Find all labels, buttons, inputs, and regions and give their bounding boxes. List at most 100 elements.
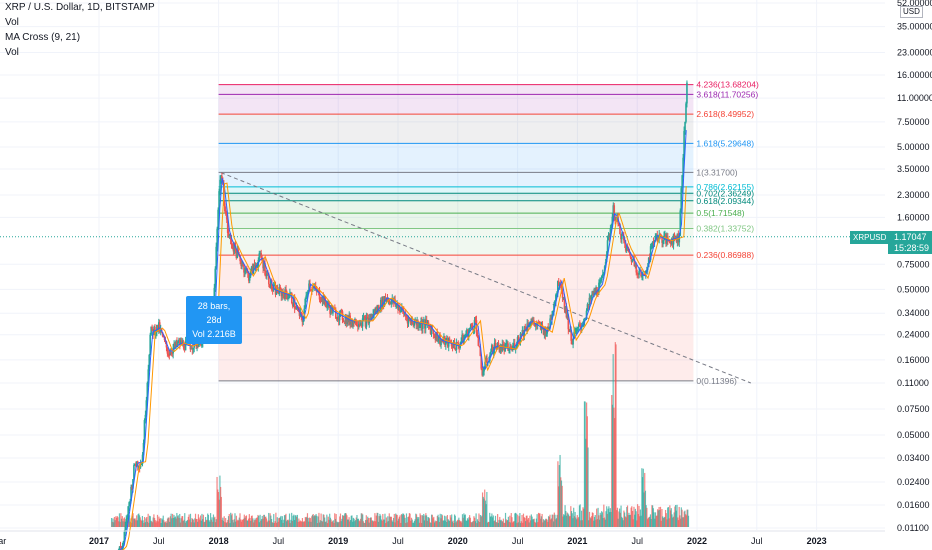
volume-bar — [316, 523, 319, 527]
volume-bar — [614, 342, 616, 527]
volume-bar — [437, 514, 439, 527]
candle-body — [565, 306, 568, 318]
volume-bar — [603, 517, 606, 527]
candle-body — [445, 338, 448, 340]
volume-bar — [549, 514, 551, 527]
candle-body — [346, 316, 349, 324]
volume-bar — [381, 520, 383, 527]
volume-bar — [621, 516, 623, 527]
volume-bar — [305, 517, 307, 527]
candle-body — [364, 317, 367, 327]
volume-bar — [311, 516, 313, 527]
candle-body — [686, 82, 688, 104]
volume-bar — [634, 508, 637, 527]
volume-bar — [427, 517, 429, 527]
candle-body — [135, 463, 137, 467]
candle-body — [243, 264, 245, 273]
fib-retracement-zones[interactable] — [218, 84, 694, 381]
volume-bar — [115, 517, 118, 527]
volume-bar — [416, 516, 418, 527]
volume-bar — [309, 518, 311, 527]
volume-bar — [313, 516, 315, 527]
volume-bar — [558, 465, 560, 527]
ma-cross-indicator-label[interactable]: MA Cross (9, 21) — [5, 32, 81, 43]
volume-bar — [592, 512, 594, 527]
volume-bar — [455, 522, 457, 527]
volume-bar — [553, 512, 555, 527]
volume-bar — [619, 512, 621, 527]
volume-bar — [277, 521, 279, 527]
y-tick-label: 2.30000 — [897, 190, 930, 200]
candle-body — [329, 307, 331, 314]
volume-bar — [588, 520, 590, 527]
volume-bar — [390, 516, 393, 527]
volume-bar — [496, 522, 498, 527]
candle-body — [254, 265, 257, 267]
volume-bar — [637, 513, 639, 527]
candle-body — [472, 328, 475, 330]
volume-bar — [438, 522, 441, 527]
volume-bar — [580, 510, 583, 527]
candle-body — [265, 274, 267, 277]
volume-bar — [425, 513, 427, 527]
candle-body — [662, 240, 664, 243]
volume-bar — [392, 517, 395, 527]
y-tick-label: 16.00000 — [897, 70, 932, 80]
volume-bar — [683, 511, 685, 527]
candle-body — [512, 343, 515, 346]
candle-body — [247, 272, 250, 281]
candle-body — [352, 320, 354, 326]
candle-body — [232, 246, 235, 252]
candle-body — [403, 313, 406, 315]
candle-body — [477, 335, 480, 346]
volume-indicator-label[interactable]: Vol — [5, 17, 19, 28]
volume-bar — [528, 522, 530, 527]
candle-body — [314, 286, 317, 290]
volume-bar — [536, 514, 538, 527]
range-volume-text: Vol 2.216B — [192, 329, 236, 339]
volume-bar — [352, 517, 354, 527]
volume-bar — [551, 514, 553, 527]
volume-bar — [642, 468, 644, 527]
candle-body — [651, 241, 654, 246]
volume-bar — [354, 520, 357, 527]
candle-body — [179, 339, 181, 345]
volume-bar — [636, 504, 639, 527]
volume-bar — [395, 513, 397, 527]
candle-body — [343, 321, 346, 323]
volume-bar — [202, 519, 204, 527]
volume-bar — [485, 504, 487, 527]
volume-bar — [664, 509, 667, 527]
volume-bar — [404, 517, 406, 527]
volume-bar — [540, 516, 543, 527]
volume-bar — [203, 522, 205, 527]
candle-body — [589, 297, 592, 300]
volume-bar — [263, 514, 266, 527]
volume-indicator-label-2[interactable]: Vol — [5, 47, 19, 58]
volume-bar — [148, 515, 151, 527]
candle-body — [131, 486, 133, 489]
price-axis[interactable]: 52.00000 35.00000 23.00000 16.00000 11.00000… — [897, 0, 932, 533]
volume-bar — [446, 515, 448, 527]
volume-bar — [510, 513, 512, 527]
volume-bar — [542, 522, 544, 527]
volume-bar — [685, 514, 687, 527]
candle-body — [322, 296, 325, 304]
volume-bar — [326, 523, 329, 527]
volume-bar — [486, 491, 488, 527]
candle-body — [425, 319, 428, 323]
symbol-title[interactable]: XRP / U.S. Dollar, 1D, BITSTAMP — [5, 2, 155, 13]
time-axis[interactable]: Mar 2017 Jul 2018 Jul 2019 Jul 2020 Jul 2021 Jul 20… — [0, 530, 885, 546]
fib-zone — [218, 114, 694, 144]
volume-bar — [572, 518, 574, 527]
volume-bar — [167, 517, 169, 527]
candle-body — [259, 253, 262, 255]
candle-body — [157, 324, 159, 331]
volume-bar — [275, 512, 277, 527]
volume-bar — [154, 520, 156, 527]
currency-unit-badge[interactable]: USD — [900, 6, 923, 18]
volume-bar — [593, 520, 595, 527]
candle-body — [437, 340, 439, 342]
candle-body — [682, 157, 684, 176]
